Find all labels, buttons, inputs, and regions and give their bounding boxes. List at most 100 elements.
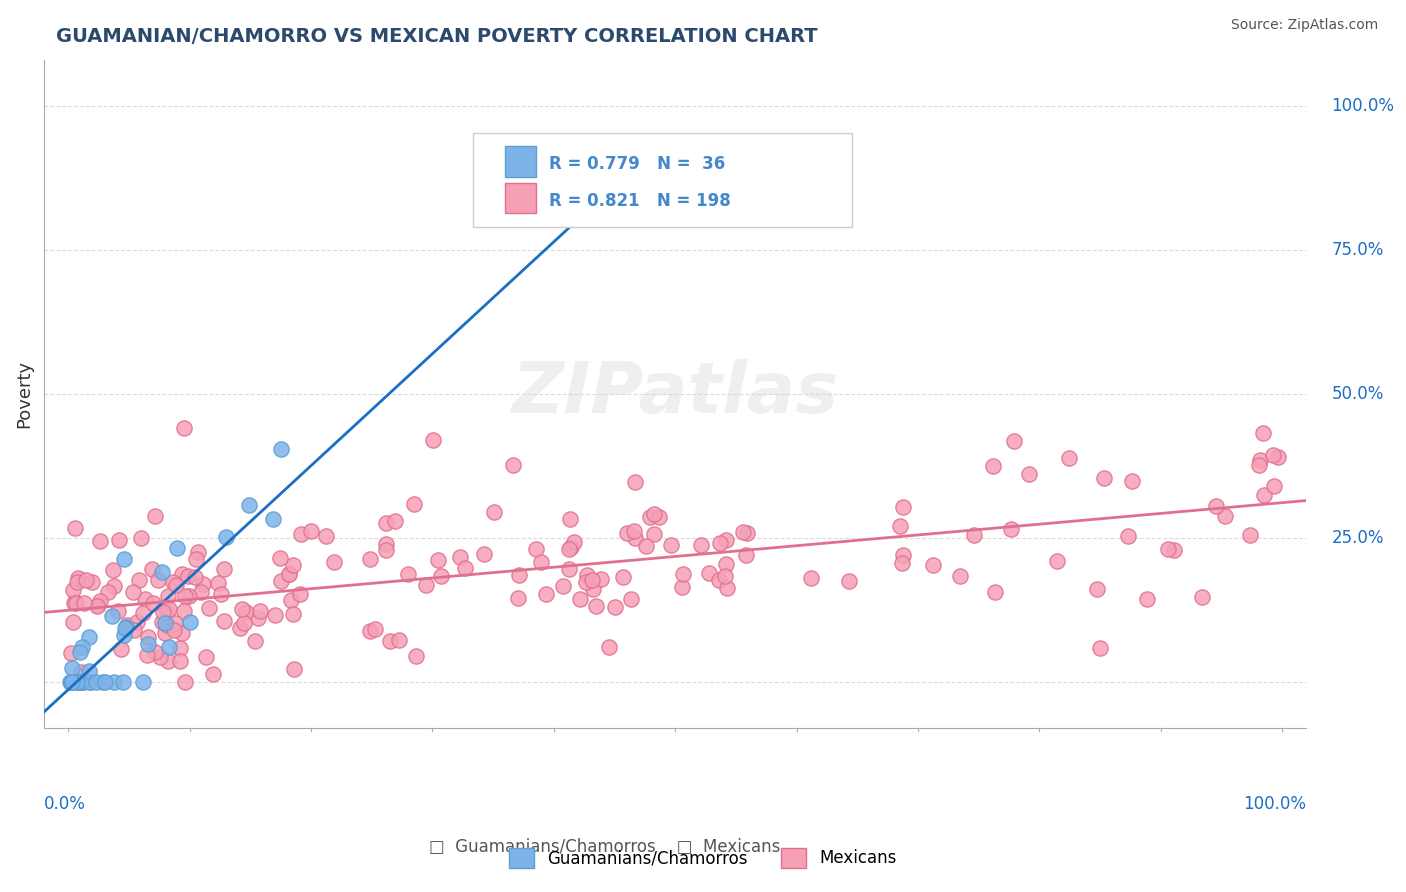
Point <box>136 636 159 650</box>
Point <box>1239 528 1261 542</box>
Point <box>283 607 305 622</box>
Point <box>125 615 148 629</box>
Point <box>1157 541 1180 556</box>
Point <box>624 531 647 545</box>
Point <box>569 592 592 607</box>
Point <box>228 622 250 636</box>
Point <box>714 533 737 547</box>
Point <box>77 630 100 644</box>
Point <box>66 674 89 689</box>
Point <box>322 555 344 569</box>
Point <box>283 661 305 675</box>
Text: ZIPatlas: ZIPatlas <box>512 359 839 428</box>
Point <box>231 602 253 616</box>
Point <box>262 512 284 526</box>
Point <box>643 508 665 522</box>
Point <box>612 570 634 584</box>
Point <box>299 524 322 538</box>
Point <box>238 498 260 512</box>
Point <box>197 600 219 615</box>
Point <box>179 615 201 629</box>
Point <box>269 551 291 566</box>
Point <box>359 552 381 566</box>
Point <box>103 579 125 593</box>
Point <box>149 650 172 665</box>
Point <box>191 577 214 591</box>
Point <box>91 674 114 689</box>
FancyBboxPatch shape <box>474 133 852 227</box>
Point <box>111 674 134 689</box>
Point <box>136 631 159 645</box>
Point <box>506 591 529 606</box>
Point <box>263 607 285 622</box>
Point <box>422 433 444 447</box>
Point <box>1267 450 1289 464</box>
Point <box>143 645 166 659</box>
Point <box>87 598 110 612</box>
Point <box>215 530 238 544</box>
Point <box>1121 475 1143 489</box>
Point <box>620 592 643 607</box>
Point <box>67 674 90 689</box>
Point <box>1046 553 1069 567</box>
Point <box>1253 488 1275 502</box>
Point <box>558 562 581 576</box>
Point <box>1163 543 1185 558</box>
Point <box>163 616 186 631</box>
Point <box>1263 479 1285 493</box>
Point <box>640 509 662 524</box>
Point <box>1092 470 1115 484</box>
Point <box>591 572 613 586</box>
Text: □  Guamanians/Chamorros    □  Mexicans: □ Guamanians/Chamorros □ Mexicans <box>429 838 780 856</box>
Point <box>384 514 406 528</box>
Point <box>143 509 166 524</box>
Point <box>114 621 136 635</box>
Point <box>558 512 581 526</box>
Point <box>378 634 401 648</box>
Point <box>134 591 156 606</box>
Point <box>1002 434 1025 449</box>
FancyBboxPatch shape <box>505 146 536 177</box>
Point <box>1116 529 1139 543</box>
Point <box>575 574 598 589</box>
Point <box>634 539 657 553</box>
Text: 75.0%: 75.0% <box>1331 241 1384 259</box>
Point <box>1249 452 1271 467</box>
Point <box>1263 448 1285 462</box>
Point <box>150 615 173 629</box>
Point <box>375 536 398 550</box>
Point <box>426 553 449 567</box>
Point <box>169 641 191 656</box>
Point <box>170 566 193 581</box>
Point <box>697 566 720 581</box>
Point <box>136 648 159 663</box>
Point <box>1213 508 1236 523</box>
Point <box>72 674 94 689</box>
Point <box>59 646 82 660</box>
Point <box>60 661 83 675</box>
Point <box>529 555 551 569</box>
Point <box>72 674 94 689</box>
Point <box>79 664 101 678</box>
Text: GUAMANIAN/CHAMORRO VS MEXICAN POVERTY CORRELATION CHART: GUAMANIAN/CHAMORRO VS MEXICAN POVERTY CO… <box>56 27 818 45</box>
Point <box>110 642 132 657</box>
Point <box>63 521 86 535</box>
Point <box>70 665 93 679</box>
Point <box>157 602 180 616</box>
Point <box>172 626 194 640</box>
Point <box>112 552 135 566</box>
Point <box>690 538 713 552</box>
Point <box>430 569 453 583</box>
Point <box>156 605 179 619</box>
Point <box>375 516 398 531</box>
Point <box>598 640 620 654</box>
Point <box>647 510 669 524</box>
Point <box>582 582 605 596</box>
Point <box>190 585 212 599</box>
Point <box>79 674 101 689</box>
Point <box>70 640 93 654</box>
Point <box>1085 582 1108 596</box>
Point <box>112 628 135 642</box>
Point <box>60 674 83 689</box>
Point <box>69 674 91 689</box>
